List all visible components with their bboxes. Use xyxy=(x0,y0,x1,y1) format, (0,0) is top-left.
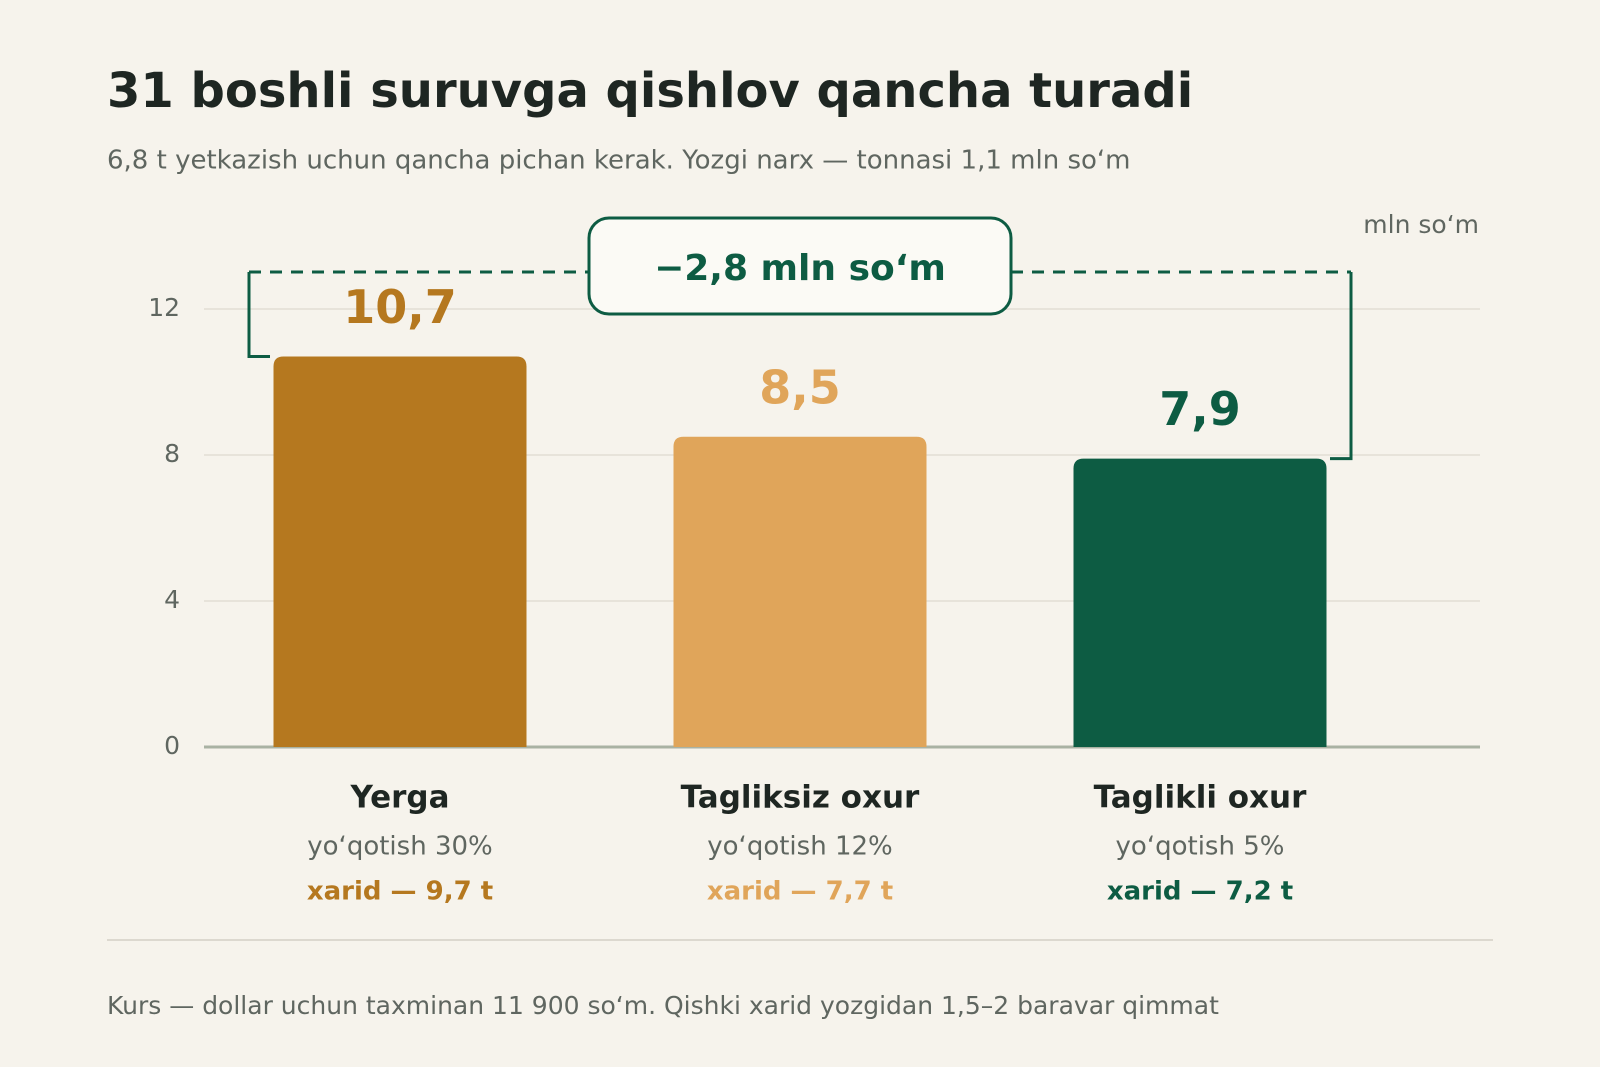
chart-subtitle: 6,8 t yetkazish uchun qancha pichan kera… xyxy=(107,146,1130,176)
purchase-label: xarid — 9,7 t xyxy=(307,877,493,907)
annotation-box xyxy=(587,216,1013,316)
value-label: 7,9 xyxy=(1159,382,1241,436)
y-tick-label: 0 xyxy=(164,731,180,760)
x-tick-label: Yerga xyxy=(349,780,449,816)
unit-label: mln so‘m xyxy=(1363,210,1479,239)
bracket xyxy=(247,272,1353,461)
category-sublabel: yo‘qotish 12% xyxy=(707,832,892,862)
value-label: 10,7 xyxy=(343,280,457,334)
bar xyxy=(673,436,927,747)
y-tick-label: 12 xyxy=(148,293,180,322)
footnote: Kurs — dollar uchun taxminan 11 900 so‘m… xyxy=(107,991,1219,1020)
y-tick-label: 8 xyxy=(164,439,180,468)
chart-title: 31 boshli suruvga qishlov qancha turadi xyxy=(107,63,1193,119)
y-tick-label: 4 xyxy=(164,585,180,614)
purchase-label: xarid — 7,7 t xyxy=(707,877,893,907)
purchase-label: xarid — 7,2 t xyxy=(1107,877,1293,907)
category-sublabel: yo‘qotish 5% xyxy=(1116,832,1285,862)
category-sublabel: yo‘qotish 30% xyxy=(307,832,492,862)
bar xyxy=(1073,458,1327,747)
bar xyxy=(273,356,527,747)
x-tick-label: Taglikli oxur xyxy=(1094,780,1308,816)
value-label: 8,5 xyxy=(759,360,841,414)
x-tick-label: Tagliksiz oxur xyxy=(681,780,920,816)
annotation: −2,8 mln so‘m xyxy=(654,248,946,289)
